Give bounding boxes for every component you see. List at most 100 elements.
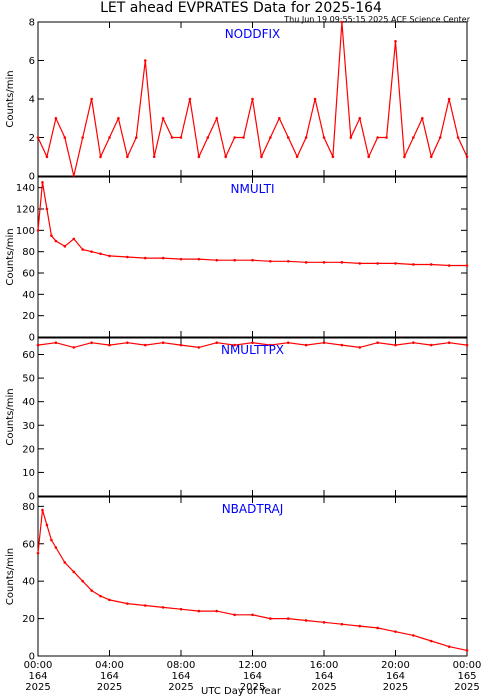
data-point xyxy=(161,341,165,345)
y-tick-label: 4 xyxy=(29,95,35,106)
data-point xyxy=(412,634,415,637)
data-point xyxy=(63,136,67,139)
data-point xyxy=(152,155,156,159)
data-point xyxy=(340,343,344,347)
data-point xyxy=(286,259,290,263)
data-point xyxy=(286,341,290,345)
data-point xyxy=(72,570,76,574)
data-point xyxy=(90,589,93,592)
y-tick-label: 0 xyxy=(29,333,35,344)
data-point xyxy=(206,136,210,139)
data-point xyxy=(81,136,84,139)
x-tick-label: 2025 xyxy=(383,682,408,693)
plot-frame-2 xyxy=(37,337,468,497)
y-tick-label: 60 xyxy=(22,269,35,280)
data-point xyxy=(421,116,424,120)
data-point xyxy=(251,613,254,617)
data-point xyxy=(215,609,219,613)
data-point xyxy=(54,546,58,549)
data-point xyxy=(233,136,236,139)
data-point xyxy=(36,343,40,347)
panel-title: NMULTI xyxy=(230,182,274,196)
data-point xyxy=(54,341,58,345)
x-tick-label: 00:00 xyxy=(24,660,53,671)
data-point xyxy=(304,619,308,622)
y-tick-label: 60 xyxy=(22,350,35,361)
data-point xyxy=(403,155,406,159)
data-point xyxy=(215,341,219,345)
data-point xyxy=(90,97,93,101)
data-point xyxy=(117,116,120,120)
y-tick-label: 80 xyxy=(22,502,35,513)
y-tick-label: 8 xyxy=(29,18,35,29)
y-tick-label: 140 xyxy=(16,183,35,194)
y-tick-label: 30 xyxy=(22,421,35,432)
data-point xyxy=(197,609,201,613)
data-point xyxy=(340,622,344,626)
y-axis-label: Counts/min xyxy=(5,70,16,127)
x-tick-label: 2025 xyxy=(168,682,193,693)
data-point xyxy=(251,341,254,345)
data-point xyxy=(41,181,44,184)
x-tick-label: 04:00 xyxy=(95,660,124,671)
data-point xyxy=(412,136,415,139)
data-point xyxy=(376,262,379,265)
chart-title: LET ahead EVPRATES Data for 2025-164 xyxy=(100,0,382,16)
data-point xyxy=(394,630,397,633)
y-tick-label: 120 xyxy=(16,205,35,216)
data-point xyxy=(340,20,344,24)
data-point xyxy=(385,136,388,139)
data-point xyxy=(126,255,129,259)
data-point xyxy=(447,264,451,267)
data-point xyxy=(215,116,219,120)
data-point xyxy=(161,256,165,260)
data-point xyxy=(438,136,442,139)
data-point xyxy=(322,341,326,345)
data-point xyxy=(72,346,76,349)
data-point xyxy=(394,262,397,265)
panel-title: NBADTRAJ xyxy=(222,502,284,516)
x-tick-label: 164 xyxy=(100,671,119,682)
x-tick-label: 164 xyxy=(171,671,190,682)
data-point xyxy=(45,523,49,527)
y-tick-label: 20 xyxy=(22,311,35,322)
y-tick-label: 0 xyxy=(29,652,35,663)
data-point xyxy=(286,617,290,620)
y-tick-label: 0 xyxy=(29,492,35,503)
data-point xyxy=(99,155,102,159)
data-point xyxy=(233,258,236,262)
data-point xyxy=(304,343,308,347)
y-tick-label: 20 xyxy=(22,444,35,455)
data-point xyxy=(143,604,147,607)
data-point xyxy=(465,343,469,347)
data-point xyxy=(269,259,272,263)
data-point xyxy=(367,155,370,159)
data-point xyxy=(135,136,138,139)
data-point xyxy=(99,252,102,256)
data-point xyxy=(447,341,451,345)
data-point xyxy=(179,257,183,261)
data-point xyxy=(331,155,335,159)
data-point xyxy=(304,261,308,264)
y-tick-label: 40 xyxy=(22,290,35,301)
data-point xyxy=(429,155,433,159)
data-point xyxy=(197,257,201,261)
data-point xyxy=(50,234,53,237)
y-tick-label: 20 xyxy=(22,614,35,625)
x-tick-label: 00:00 xyxy=(453,660,482,671)
data-point xyxy=(188,97,192,101)
x-tick-label: 08:00 xyxy=(167,660,196,671)
data-point xyxy=(233,343,236,347)
data-point xyxy=(36,551,40,555)
data-point xyxy=(286,136,290,139)
series-line-3-0 xyxy=(37,509,468,651)
plot-frame-1 xyxy=(37,176,468,338)
data-point xyxy=(41,508,44,512)
y-tick-label: 10 xyxy=(22,468,35,479)
data-point xyxy=(447,97,451,101)
x-tick-label: 2025 xyxy=(25,682,50,693)
data-point xyxy=(179,343,183,347)
data-point xyxy=(108,343,111,347)
data-point xyxy=(233,613,236,617)
data-point xyxy=(269,136,272,139)
